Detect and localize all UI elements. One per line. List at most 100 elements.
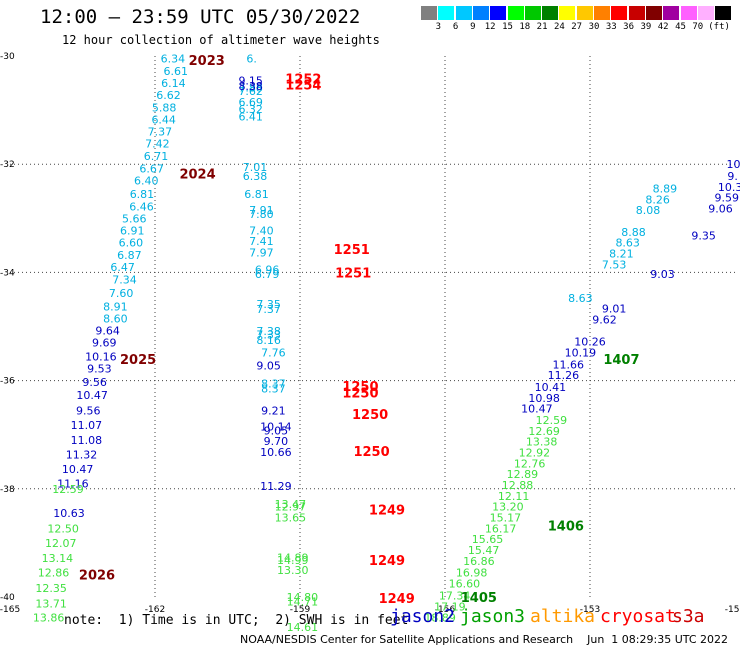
legend-jason3: jason3 [460, 606, 526, 627]
wave-height-value: 12.86 [38, 567, 70, 580]
colorbar-swatch [472, 6, 489, 20]
pass-time-label: 1250 [342, 380, 378, 395]
colorbar-swatch [507, 6, 524, 20]
wave-height-value: 10.47 [62, 463, 94, 476]
colorbar-swatch [611, 6, 628, 20]
wave-height-value: 8.88 [621, 226, 646, 239]
pass-time-label: 1251 [334, 243, 370, 258]
wave-height-value: 7.34 [112, 273, 137, 286]
wave-height-value: 7.62 [238, 85, 263, 98]
wave-height-value: 5.88 [152, 101, 177, 114]
wave-height-value: 7.35 [256, 298, 281, 311]
wave-height-value: 15.65 [472, 533, 504, 546]
wave-height-value: 6. [246, 53, 257, 66]
wave-height-value: 8.26 [645, 193, 670, 206]
wave-height-value: 9.05 [264, 424, 289, 437]
wave-height-value: 13.30 [277, 564, 309, 577]
wave-height-value: 9.69 [92, 337, 117, 350]
wave-height-value: 7.53 [602, 258, 627, 271]
longitude-tick-label: -156 [435, 605, 456, 615]
wave-height-value: 13.86 [33, 612, 65, 625]
colorbar-swatch [628, 6, 645, 20]
wave-height-value: 9.70 [264, 435, 289, 448]
pass-time-label: 2025 [120, 353, 156, 368]
wave-height-value: 12.89 [507, 468, 539, 481]
pass-time-label: 1252 [285, 73, 321, 88]
wave-height-value: 6.81 [130, 188, 155, 201]
wave-height-value: 10.66 [260, 446, 292, 459]
colorbar-label: 15 [502, 22, 513, 32]
wave-height-value: 6.32 [238, 103, 263, 116]
wave-height-value: 12.59 [536, 414, 568, 427]
latitude-tick-label: -36 [0, 377, 15, 387]
colorbar-swatch [663, 6, 680, 20]
wave-height-value: 8.38 [238, 80, 263, 93]
wave-height-value: 7.91 [249, 204, 274, 217]
colorbar-label: 30 [588, 22, 600, 32]
wave-height-value: 10.41 [535, 381, 567, 394]
wave-height-value: 9.56 [76, 404, 101, 417]
wave-height-value: 9.15 [238, 74, 263, 87]
wave-height-value: 5.66 [122, 212, 147, 225]
pass-time-label: 1249 [379, 592, 415, 607]
colorbar-label: 27 [571, 22, 583, 32]
wave-height-value: 6.71 [144, 150, 169, 163]
wave-height-value: 9.64 [95, 324, 120, 337]
wave-height-value: 11.08 [71, 434, 103, 447]
latitude-tick-label: -38 [0, 485, 15, 495]
wave-height-value: 6.62 [156, 89, 181, 102]
wave-height-value: 9.21 [261, 404, 286, 417]
colorbar-label: 42 [657, 22, 669, 32]
wave-height-value: 6.91 [120, 225, 145, 238]
colorbar-label: 3 [435, 22, 441, 32]
wave-height-value: 9.53 [87, 363, 112, 376]
note-text: note: 1) Time is in UTC; 2) SWH is in fe… [64, 613, 409, 628]
colorbar-unit: (ft) [708, 22, 730, 32]
map-subtitle: 12 hour collection of altimeter wave hei… [62, 33, 380, 47]
wave-height-value: 10.47 [76, 389, 108, 402]
wave-height-value: 7.60 [109, 287, 134, 300]
colorbar-swatch [421, 6, 437, 20]
wave-height-value: 9.62 [592, 313, 617, 326]
wave-height-value: 7.38 [256, 325, 281, 338]
wave-height-value: 9.06 [708, 203, 733, 216]
map-title: 12:00 – 23:59 UTC 05/30/2022 [40, 6, 361, 28]
wave-height-value: 11.16 [57, 477, 89, 490]
wave-height-value: 8.60 [103, 312, 128, 325]
wave-height-value: 10.63 [53, 507, 85, 520]
wave-height-value: 12.92 [519, 447, 551, 460]
wave-height-value: 12.88 [502, 479, 534, 492]
wave-height-value: 13.65 [275, 511, 307, 524]
colorbar-label: 24 [553, 22, 565, 32]
wave-height-value: 15.17 [490, 511, 522, 524]
wave-height-value: 9.05 [256, 359, 281, 372]
wave-height-value: 6.47 [110, 261, 135, 274]
wave-height-value: 7.37 [256, 303, 281, 316]
wave-height-value: 7.37 [148, 126, 173, 139]
pass-time-label: 1405 [461, 591, 497, 606]
wave-height-value: 8.89 [653, 183, 678, 196]
colorbar-label: 12 [484, 22, 496, 32]
wave-height-value: 6.67 [139, 163, 164, 176]
wave-height-value: 13.14 [42, 552, 74, 565]
wave-height-value: 13.71 [35, 597, 67, 610]
colorbar-label: 9 [470, 22, 476, 32]
wave-height-value: 12.11 [498, 490, 530, 503]
footer-credit: NOAA/NESDIS Center for Satellite Applica… [240, 633, 728, 646]
wave-height-value: 17.34 [439, 589, 471, 602]
wave-height-value: 10.98 [528, 392, 560, 405]
wave-height-value: 11.66 [553, 358, 585, 371]
pass-time-label: 1249 [369, 554, 405, 569]
colorbar-swatch [645, 6, 662, 20]
colorbar-swatch [455, 6, 472, 20]
wave-height-value: 10.47 [521, 403, 553, 416]
wave-height-value: 12.97 [275, 501, 307, 514]
pass-time-label: 1254 [285, 79, 321, 94]
wave-height-value: 9.56 [82, 376, 107, 389]
wave-height-value: 6.41 [238, 111, 263, 124]
wave-height-value: 15.47 [468, 544, 500, 557]
pass-time-label: 2023 [189, 54, 225, 69]
colorbar-label: 18 [519, 22, 531, 32]
wave-height-value: 16.17 [485, 522, 517, 535]
colorbar-swatch [542, 6, 559, 20]
